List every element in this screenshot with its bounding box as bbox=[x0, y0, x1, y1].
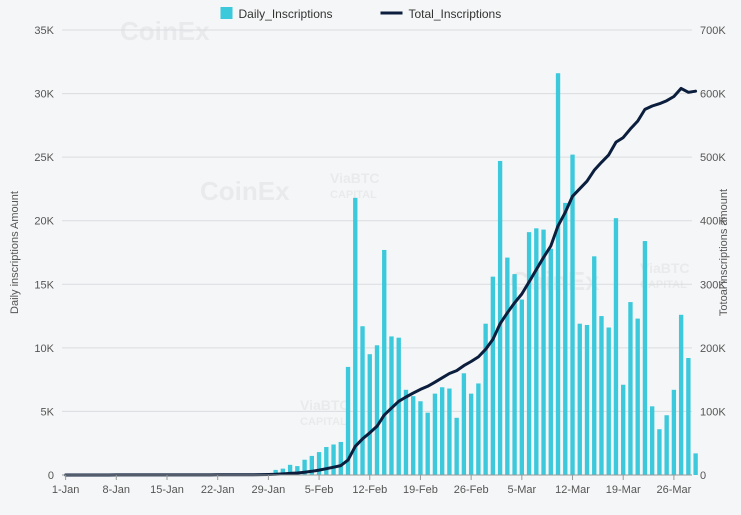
bar bbox=[636, 319, 640, 475]
legend-label: Daily_Inscriptions bbox=[239, 7, 333, 21]
bar bbox=[418, 401, 422, 475]
watermark-text: CoinEx bbox=[120, 16, 210, 46]
bar bbox=[324, 447, 328, 475]
watermark-text: ViaBTC bbox=[330, 170, 380, 186]
y-left-tick-label: 25K bbox=[34, 152, 54, 164]
y-right-tick-label: 700K bbox=[700, 25, 726, 37]
y-left-axis-label: Daily inscriptions Amount bbox=[9, 191, 21, 314]
watermark-text: CAPITAL bbox=[300, 416, 347, 428]
bar bbox=[520, 300, 524, 475]
bar bbox=[607, 328, 611, 475]
watermark-text: ViaBTC bbox=[640, 260, 690, 276]
x-tick-label: 8-Jan bbox=[103, 484, 131, 496]
x-tick-label: 12-Mar bbox=[555, 484, 590, 496]
bar bbox=[404, 390, 408, 475]
x-tick-label: 5-Mar bbox=[507, 484, 536, 496]
bar bbox=[664, 415, 668, 475]
bar bbox=[672, 390, 676, 475]
bar bbox=[411, 396, 415, 475]
bar bbox=[353, 198, 357, 475]
bar bbox=[447, 389, 451, 475]
bar bbox=[426, 413, 430, 475]
x-tick-label: 26-Mar bbox=[656, 484, 691, 496]
legend-swatch-bar bbox=[221, 7, 233, 19]
bar bbox=[556, 73, 560, 475]
x-tick-label: 26-Feb bbox=[454, 484, 489, 496]
watermark-text: CoinEx bbox=[200, 176, 290, 206]
bar bbox=[397, 338, 401, 475]
x-tick-label: 22-Jan bbox=[201, 484, 235, 496]
bar bbox=[650, 406, 654, 475]
bar bbox=[454, 418, 458, 475]
combo-chart: CoinExViaBTCCAPITALCoinExViaBTCCAPITALCo… bbox=[0, 0, 741, 515]
bar bbox=[505, 258, 509, 475]
bar bbox=[585, 325, 589, 475]
bar bbox=[628, 302, 632, 475]
bar bbox=[599, 316, 603, 475]
x-tick-label: 29-Jan bbox=[252, 484, 286, 496]
y-right-tick-label: 200K bbox=[700, 343, 726, 355]
bar bbox=[440, 387, 444, 475]
y-right-tick-label: 600K bbox=[700, 89, 726, 101]
y-left-tick-label: 20K bbox=[34, 216, 54, 228]
bar bbox=[382, 250, 386, 475]
x-tick-label: 5-Feb bbox=[305, 484, 334, 496]
bar bbox=[563, 203, 567, 475]
bar bbox=[368, 354, 372, 475]
bar bbox=[693, 453, 697, 475]
bar bbox=[360, 326, 364, 475]
legend-label: Total_Inscriptions bbox=[409, 7, 502, 21]
y-right-tick-label: 0 bbox=[700, 470, 706, 482]
y-left-tick-label: 30K bbox=[34, 89, 54, 101]
bar bbox=[491, 277, 495, 475]
bar bbox=[527, 232, 531, 475]
bar bbox=[657, 429, 661, 475]
watermark-text: ViaBTC bbox=[300, 397, 350, 413]
x-tick-label: 19-Mar bbox=[606, 484, 641, 496]
y-left-tick-label: 15K bbox=[34, 279, 54, 291]
x-tick-label: 12-Feb bbox=[352, 484, 387, 496]
bar bbox=[549, 249, 553, 475]
y-right-tick-label: 500K bbox=[700, 152, 726, 164]
bar bbox=[621, 385, 625, 475]
bar bbox=[375, 345, 379, 475]
bar bbox=[476, 383, 480, 475]
bar bbox=[469, 394, 473, 475]
y-left-tick-label: 5K bbox=[41, 406, 55, 418]
bar bbox=[643, 241, 647, 475]
x-tick-label: 19-Feb bbox=[403, 484, 438, 496]
bar bbox=[339, 442, 343, 475]
y-left-tick-label: 35K bbox=[34, 25, 54, 37]
y-left-tick-label: 0 bbox=[48, 470, 54, 482]
y-right-axis-label: Totoal inscriptions amount bbox=[718, 189, 730, 316]
bar bbox=[498, 161, 502, 475]
bar bbox=[433, 394, 437, 475]
chart-container: CoinExViaBTCCAPITALCoinExViaBTCCAPITALCo… bbox=[0, 0, 741, 515]
bar bbox=[592, 256, 596, 475]
x-tick-label: 15-Jan bbox=[150, 484, 184, 496]
bar bbox=[686, 358, 690, 475]
bar bbox=[462, 373, 466, 475]
bar bbox=[578, 324, 582, 475]
bar bbox=[679, 315, 683, 475]
bar bbox=[541, 230, 545, 475]
y-right-tick-label: 100K bbox=[700, 406, 726, 418]
bar bbox=[331, 444, 335, 475]
x-tick-label: 1-Jan bbox=[52, 484, 80, 496]
bar bbox=[614, 218, 618, 475]
y-left-tick-label: 10K bbox=[34, 343, 54, 355]
